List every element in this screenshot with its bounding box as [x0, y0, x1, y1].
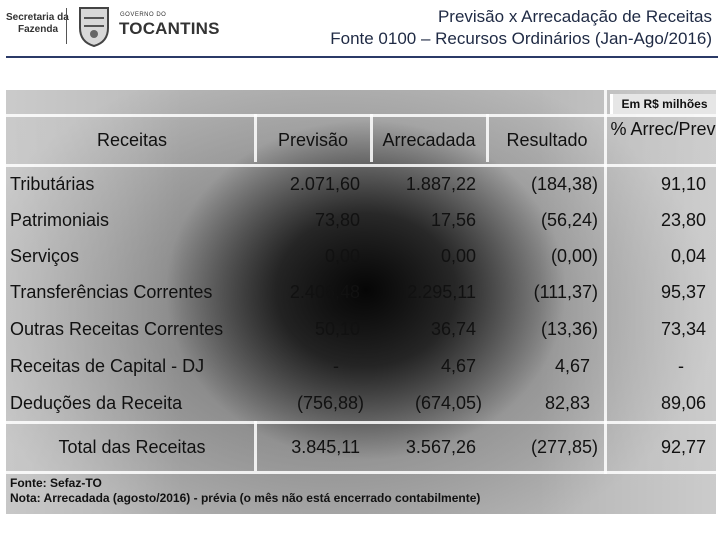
- sefaz-line1: Secretaria da: [6, 12, 69, 23]
- cell-pct: 89,06: [660, 393, 706, 413]
- total-bottom-line: [6, 471, 716, 474]
- cell-previsao: 0,00: [324, 246, 360, 266]
- header-rule: [6, 56, 718, 58]
- cell-resultado: 82,83: [544, 393, 590, 413]
- col-divider: [254, 114, 257, 162]
- cell-arrecadada: 4,67: [440, 356, 476, 376]
- row-label: Deduções da Receita: [10, 393, 183, 413]
- cell-arrecadada: 36,74: [430, 319, 476, 339]
- col-header-receitas: Receitas: [96, 130, 168, 150]
- cell-resultado: (111,37): [533, 282, 598, 302]
- table-footer: Fonte: Sefaz-TO Nota: Arrecadada (agosto…: [10, 476, 480, 506]
- cell-previsao: -: [333, 356, 339, 376]
- cell-resultado: 4,67: [554, 356, 590, 376]
- row-label: Serviços: [10, 246, 80, 266]
- col-divider: [254, 421, 257, 471]
- row-label: Tributárias: [10, 174, 95, 194]
- total-arrecadada: 3.567,26: [405, 437, 476, 457]
- cell-resultado: (0,00): [550, 246, 598, 266]
- title-line2: Fonte 0100 – Recursos Ordinários (Jan-Ag…: [330, 29, 712, 48]
- col-header-arrecadada: Arrecadada: [382, 130, 476, 150]
- source-note: Fonte: Sefaz-TO: [10, 476, 102, 490]
- row-label: Transferências Correntes: [10, 282, 213, 302]
- cell-previsao: 73,80: [314, 210, 360, 230]
- row-label: Receitas de Capital - DJ: [10, 356, 205, 376]
- cell-pct: 91,10: [660, 174, 706, 194]
- cell-previsao: 50,10: [314, 319, 360, 339]
- row-label: Outras Receitas Correntes: [10, 319, 224, 339]
- cell-pct: 95,37: [660, 282, 706, 302]
- gov-label: GOVERNO DO: [120, 12, 167, 18]
- cell-arrecadada: 1.887,22: [405, 174, 476, 194]
- cell-arrecadada: (674,05): [414, 393, 482, 413]
- col-header-previsao: Previsão: [277, 130, 349, 150]
- total-top-line: [6, 421, 716, 424]
- col-header-resultado: Resultado: [506, 130, 588, 150]
- cell-arrecadada: 2.295,11: [407, 282, 476, 302]
- cell-arrecadada: 17,56: [430, 210, 476, 230]
- col-divider: [370, 114, 373, 162]
- logo-divider: [66, 8, 67, 44]
- total-pct: 92,77: [660, 437, 706, 457]
- total-label: Total das Receitas: [58, 437, 206, 457]
- col-divider: [604, 90, 607, 474]
- sefaz-logo-text: Secretaria da Fazenda: [6, 12, 69, 36]
- cell-pct: 0,04: [670, 246, 706, 266]
- sefaz-line2: Fazenda: [18, 24, 59, 35]
- state-name: TOCANTINS: [119, 19, 220, 38]
- cell-pct: 23,80: [660, 210, 706, 230]
- footnote: Nota: Arrecadada (agosto/2016) - prévia …: [10, 491, 481, 505]
- cell-previsao: 2.406,48: [289, 282, 360, 302]
- cell-resultado: (56,24): [540, 210, 598, 230]
- cell-pct: 73,34: [660, 319, 706, 339]
- slide-header: Secretaria da Fazenda GOVERNO DO TOCANTI…: [0, 0, 720, 56]
- slide-title: Previsão x Arrecadação de Receitas Fonte…: [330, 6, 712, 50]
- cell-pct: -: [678, 356, 684, 376]
- header-top-line: [6, 114, 716, 117]
- title-line1: Previsão x Arrecadação de Receitas: [437, 7, 712, 26]
- total-resultado: (277,85): [530, 437, 598, 457]
- revenue-table: Em R$ milhões Receitas Previsão Arrecada…: [6, 90, 716, 514]
- header-bottom-line: [6, 164, 716, 167]
- units-label: Em R$ milhões: [610, 94, 716, 114]
- cell-arrecadada: 0,00: [440, 246, 476, 266]
- total-previsao: 3.845,11: [291, 437, 360, 457]
- col-divider: [486, 114, 489, 162]
- cell-previsao: (756,88): [296, 393, 364, 413]
- state-crest-icon: [79, 7, 109, 48]
- col-header-pct: % Arrec/Prev: [610, 119, 716, 139]
- cell-resultado: (184,38): [530, 174, 598, 194]
- cell-resultado: (13,36): [540, 319, 598, 339]
- row-label: Patrimoniais: [10, 210, 110, 230]
- cell-previsao: 2.071,60: [289, 174, 360, 194]
